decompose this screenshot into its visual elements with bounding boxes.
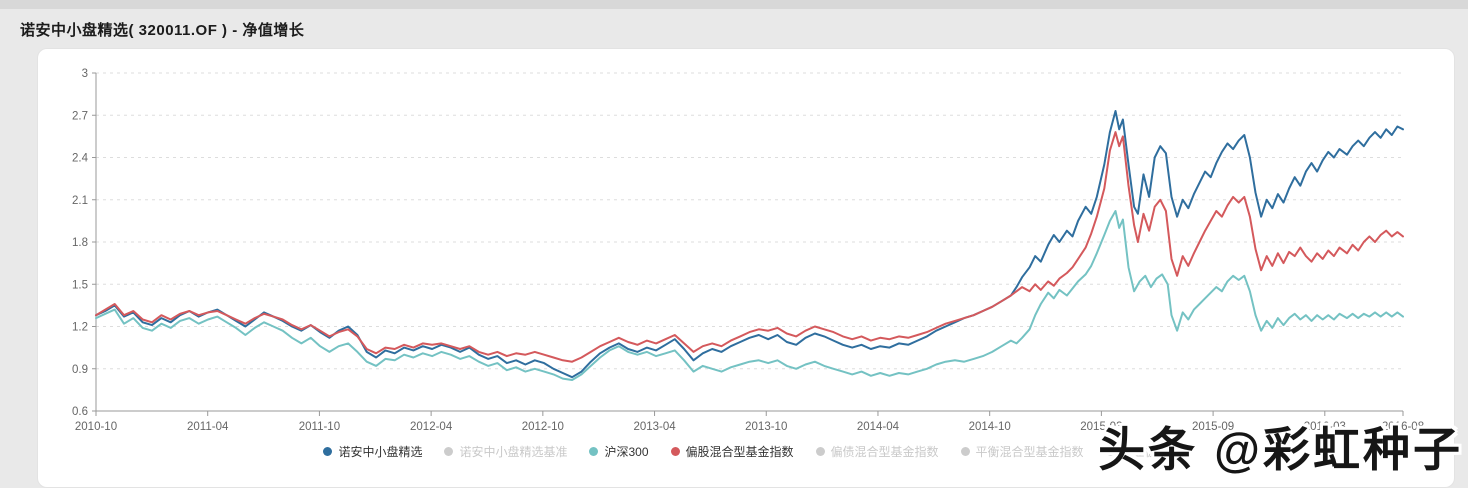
x-tick-label: 2011-04: [187, 421, 229, 433]
x-tick-label: 2012-04: [410, 421, 453, 433]
legend-label: 创业板指: [1120, 445, 1169, 459]
legend-label: 平衡混合型基金指数: [975, 445, 1084, 459]
x-tick-label: 2014-10: [969, 421, 1011, 433]
legend-dot-icon: [444, 447, 454, 456]
x-tick-label: 2015-03: [1080, 421, 1122, 433]
legend-label: 诺安中小盘精选基准: [459, 445, 568, 459]
legend-dot-icon: [960, 447, 970, 456]
y-tick-label: 0.6: [72, 406, 88, 418]
chart-legend: 诺安中小盘精选 诺安中小盘精选基准 沪深300 偏股混合型基金指数 偏债混合型基金指数 平…: [38, 443, 1454, 460]
legend-item-偏股混合型基金指数[interactable]: 偏股混合型基金指数: [670, 443, 794, 460]
x-tick-label: 2013-04: [633, 421, 676, 433]
legend-item-诺安中小盘精选[interactable]: 诺安中小盘精选: [323, 443, 422, 460]
top-strip: [0, 0, 1468, 9]
watermark: 头条 @彩虹种子: [1098, 423, 1463, 476]
legend-dot-icon: [589, 447, 599, 456]
legend-item-诺安中小盘精选基准[interactable]: 诺安中小盘精选基准: [444, 443, 567, 460]
legend-label: 诺安中小盘精选: [338, 445, 423, 459]
legend-item-偏债混合型基金指数[interactable]: 偏债混合型基金指数: [815, 443, 939, 460]
legend-label: 偏债混合型基金指数: [830, 445, 939, 459]
series-line-诺安中小盘精选: [95, 110, 1404, 379]
y-tick-label: 3: [82, 68, 88, 80]
legend-item-创业板指[interactable]: 创业板指: [1105, 443, 1169, 460]
y-tick-label: 1.8: [72, 237, 88, 249]
page-title: 诺安中小盘精选( 320011.OF ) - 净值增长: [20, 22, 305, 39]
y-tick-label: 2.7: [72, 110, 88, 122]
legend-dot-icon: [815, 447, 825, 456]
y-tick-label: 0.9: [72, 364, 88, 376]
y-tick-label: 2.4: [72, 153, 89, 165]
legend-item-平衡混合型基金指数[interactable]: 平衡混合型基金指数: [960, 443, 1084, 460]
net-value-growth-chart[interactable]: 3 2.7 2.4 2.1 1.8 1.5 1.2 0.9 0.6 2010-10 2011-04 2…: [38, 49, 1456, 441]
x-tick-label: 2014-04: [857, 421, 900, 433]
x-tick-label: 2013-10: [745, 421, 787, 433]
x-tick-label: 2016-03: [1304, 421, 1346, 433]
legend-label: 偏股混合型基金指数: [685, 445, 794, 459]
y-tick-label: 1.2: [72, 322, 88, 334]
x-tick-label: 2015-09: [1192, 421, 1234, 433]
x-tick-label: 2012-10: [522, 421, 564, 433]
series-line-沪深300: [95, 210, 1404, 381]
legend-dot-icon: [1105, 447, 1115, 456]
x-tick-label: 2011-10: [299, 421, 340, 433]
x-tick-label: 2010-10: [75, 421, 117, 433]
series-line-偏股混合型基金指数: [95, 131, 1404, 363]
legend-label: 沪深300: [604, 445, 649, 459]
legend-item-沪深300[interactable]: 沪深300: [589, 443, 649, 460]
chart-card: 3 2.7 2.4 2.1 1.8 1.5 1.2 0.9 0.6 2010-10 2011-04 2…: [37, 48, 1455, 488]
legend-dot-icon: [323, 447, 333, 456]
x-tick-label: 2016-08: [1382, 421, 1424, 433]
legend-dot-icon: [670, 447, 680, 456]
y-tick-label: 2.1: [72, 195, 88, 207]
y-tick-label: 1.5: [72, 279, 88, 291]
